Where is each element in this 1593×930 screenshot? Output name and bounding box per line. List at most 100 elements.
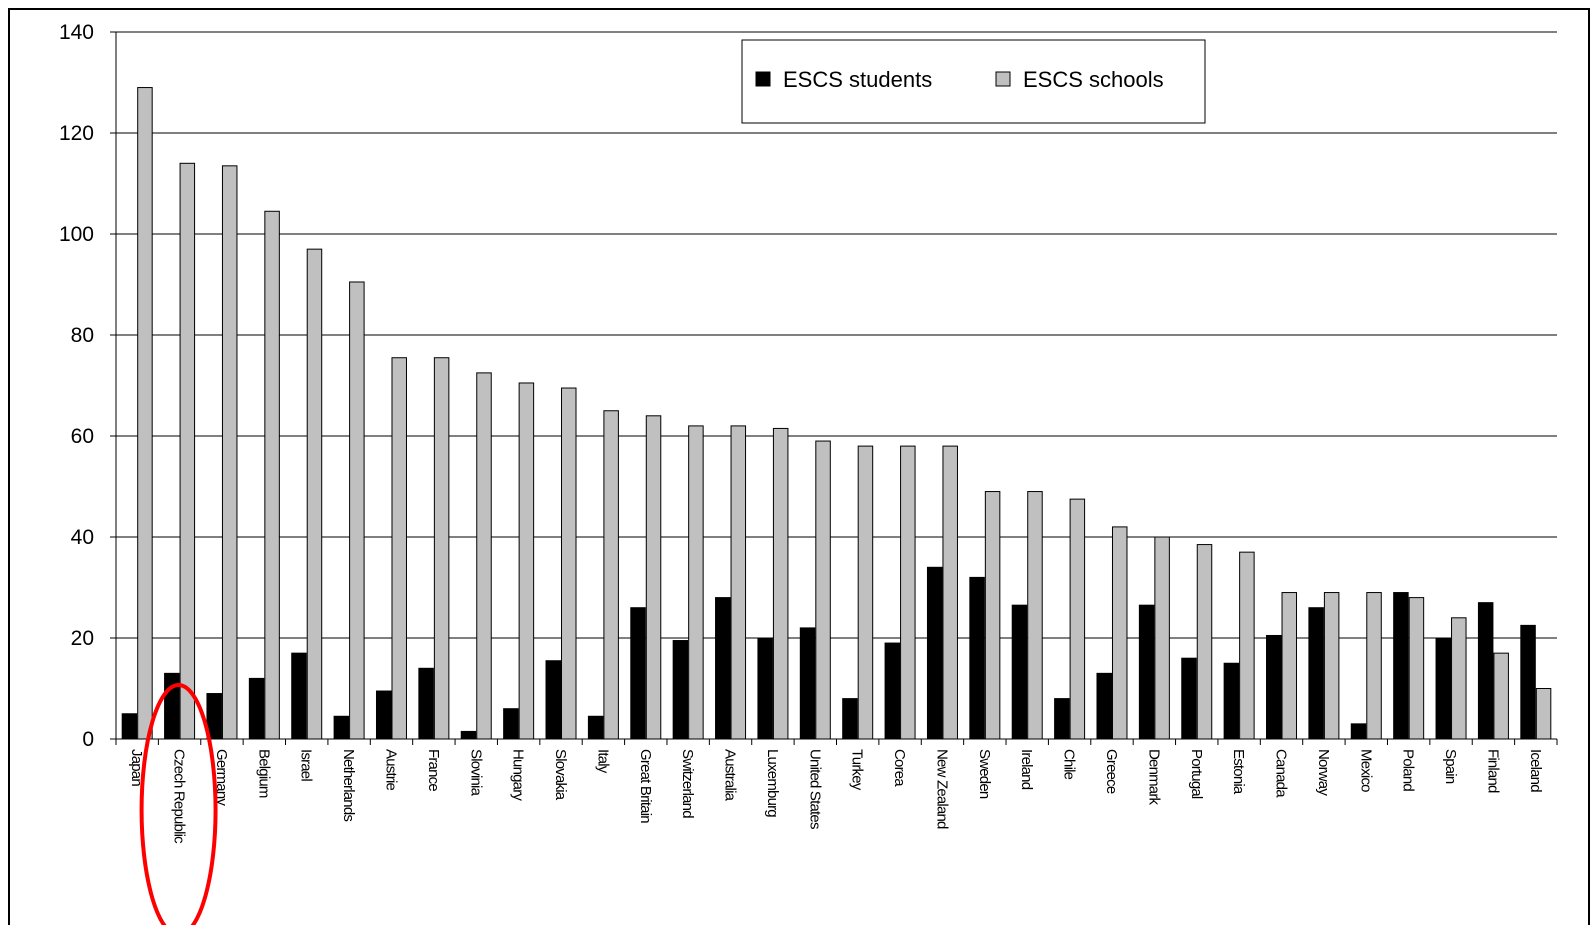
y-tick-label: 100 [59, 223, 94, 246]
x-tick-label: Sweden [976, 749, 993, 799]
bar-escs-schools [1408, 597, 1425, 740]
bar-escs-schools [1535, 688, 1552, 740]
x-tick-label: Switzerland [679, 749, 696, 818]
x-tick-label: Ireland [1018, 749, 1035, 790]
bar-escs-schools [1111, 526, 1128, 740]
bar-escs-schools [264, 210, 280, 740]
bar-escs-schools [433, 357, 450, 740]
bar-escs-schools [179, 162, 196, 740]
bar-escs-students [757, 637, 773, 740]
x-tick-label: Canada [1273, 749, 1290, 798]
x-tick-label: United States [806, 749, 823, 829]
x-tick-label: Poland [1400, 749, 1417, 791]
y-tick-label: 120 [59, 122, 94, 145]
x-tick-label: Belgium [255, 749, 272, 798]
x-tick-label: Chile [1061, 749, 1078, 780]
bar-escs-schools [518, 382, 535, 740]
bar-escs-students [1435, 637, 1452, 740]
bar-escs-students [1223, 662, 1240, 740]
bar-escs-students [333, 715, 350, 740]
x-tick-label: New Zealand [933, 749, 950, 829]
bar-escs-schools [900, 445, 916, 740]
annotations [139, 683, 218, 930]
bar-escs-schools [1323, 592, 1340, 740]
x-tick-label: Iceland [1527, 749, 1544, 792]
x-tick-label: Slovinia [467, 749, 484, 797]
bar-escs-students [799, 627, 816, 740]
x-tick-label: Portugal [1188, 749, 1205, 799]
bar-escs-schools [1281, 592, 1298, 740]
bar-escs-schools [476, 372, 492, 740]
bar-escs-schools [221, 165, 238, 740]
outer-frame [8, 8, 1590, 930]
bar-escs-schools [349, 281, 365, 740]
legend-box [741, 39, 1206, 124]
bar-escs-schools [645, 415, 662, 740]
bar-escs-schools [1239, 551, 1255, 740]
x-tick-label: Corea [891, 749, 908, 787]
bar-escs-students [206, 693, 222, 740]
bar-escs-students [1520, 624, 1536, 740]
bar-escs-schools [815, 440, 831, 740]
bar-escs-schools [561, 387, 577, 740]
y-tick-label: 60 [71, 425, 94, 448]
bar-escs-schools [137, 87, 153, 740]
bar-escs-students [672, 640, 689, 740]
x-tick-label: Denmark [1145, 749, 1162, 806]
y-tick-label: 0 [82, 728, 94, 751]
bar-escs-students [884, 642, 901, 740]
x-tick-label: Australia [722, 749, 739, 802]
y-tick-label: 80 [71, 324, 94, 347]
bar-escs-schools [772, 427, 789, 740]
bar-escs-students [545, 660, 562, 740]
bar-escs-students [587, 715, 604, 740]
x-tick-label: Hungary [510, 749, 527, 801]
x-tick-label: Mexico [1357, 749, 1374, 792]
x-tick-label: Luxemburg [764, 749, 781, 817]
bar-escs-schools [1027, 491, 1043, 740]
bar-escs-schools [391, 357, 407, 740]
bar-escs-students [1096, 672, 1112, 740]
legend-swatch [755, 71, 771, 87]
bar-escs-students [842, 698, 858, 740]
bar-escs-students [1393, 592, 1409, 740]
x-tick-label: Norway [1315, 749, 1332, 796]
x-tick-label: Italy [594, 749, 611, 774]
y-tick-label: 20 [71, 627, 94, 650]
legend: ESCS students ESCS schools [741, 39, 1206, 124]
bar-escs-students [1054, 698, 1070, 740]
bar-escs-students [715, 597, 731, 740]
x-tick-label: Israel [298, 749, 315, 781]
legend-label: ESCS schools [1023, 67, 1164, 92]
bar-escs-students [460, 730, 477, 740]
x-tick-label: Great Britain [637, 749, 654, 823]
legend-label: ESCS students [783, 67, 932, 92]
bar-escs-students [1181, 657, 1197, 740]
bar-escs-students [291, 652, 307, 740]
y-tick-label: 140 [59, 21, 94, 44]
x-tick-label: Finland [1484, 749, 1501, 793]
bar-escs-students [926, 566, 943, 740]
bar-escs-schools [1366, 592, 1382, 740]
bar-escs-schools [1196, 544, 1213, 740]
bar-escs-students [1477, 602, 1494, 740]
bar-escs-schools [857, 445, 874, 740]
bars [121, 87, 1552, 740]
bar-escs-students [630, 607, 646, 740]
x-tick-label: Netherlands [340, 749, 357, 821]
bar-escs-students [1308, 607, 1324, 740]
category-labels: Japan Czech Republic Germany Belgium Israel N… [128, 749, 1544, 844]
bar-escs-schools [306, 248, 323, 740]
bar-escs-students [121, 713, 138, 740]
bar-escs-students [1266, 634, 1282, 740]
bar-escs-schools [942, 445, 958, 740]
x-tick-label: Estonia [1230, 749, 1247, 795]
x-tick-label: Turkey [849, 749, 866, 791]
highlight-ellipse [139, 683, 218, 930]
x-tick-label: Spain [1442, 749, 1459, 784]
bar-escs-students [248, 677, 265, 740]
bar-escs-students [375, 690, 392, 740]
x-tick-label: Austrie [382, 749, 399, 791]
bar-escs-schools [603, 410, 619, 740]
